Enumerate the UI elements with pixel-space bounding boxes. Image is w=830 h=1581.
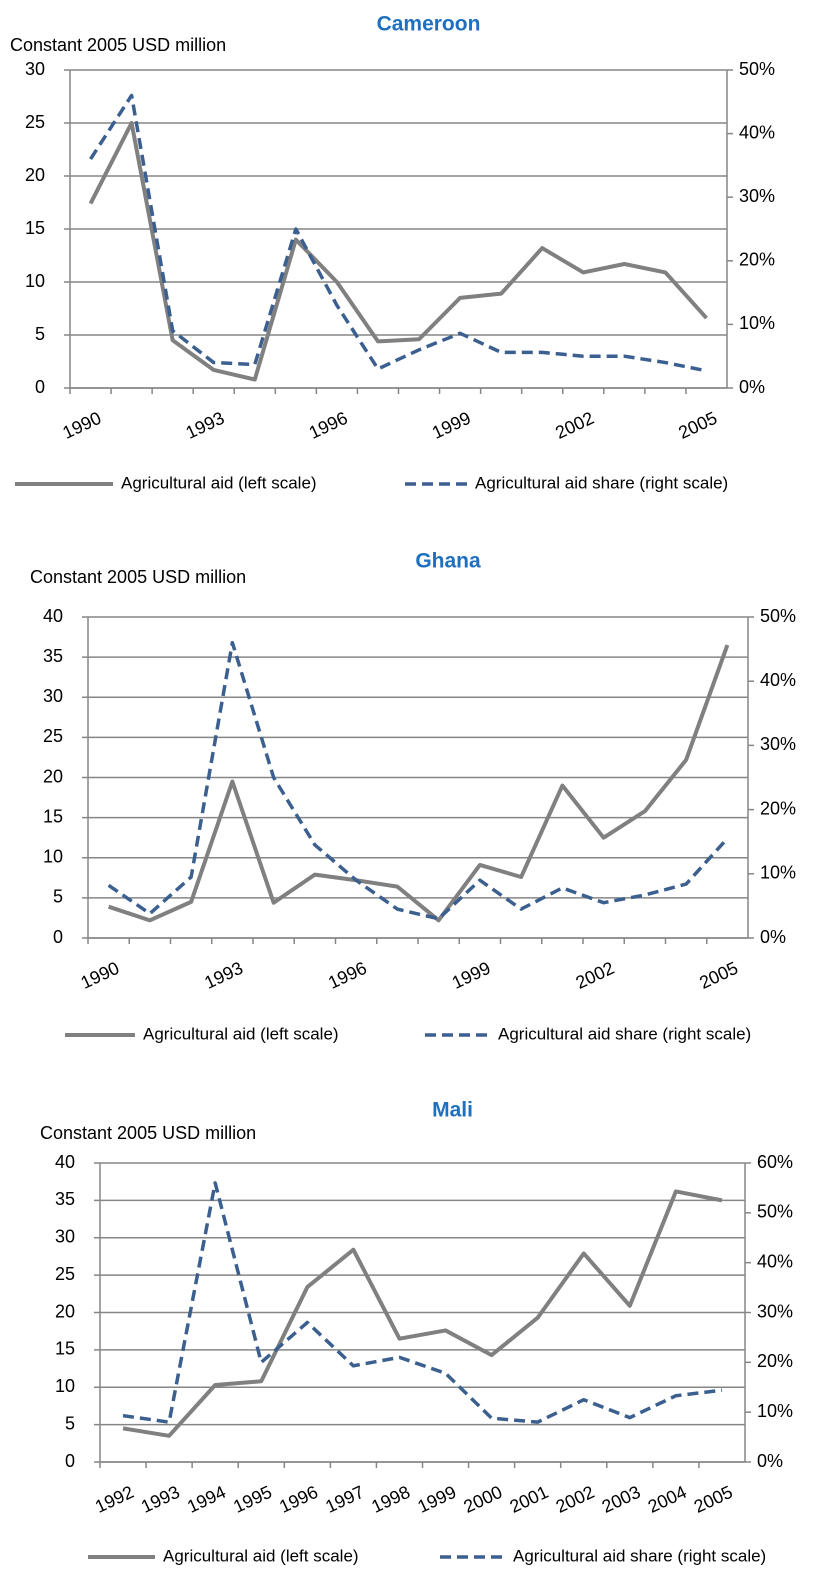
- y-tick-label: 15: [25, 218, 45, 238]
- y-tick-label: 10: [55, 1376, 75, 1396]
- y2-tick-label: 50%: [739, 59, 775, 79]
- y2-tick-label: 20%: [739, 250, 775, 270]
- y-tick-label: 10: [25, 271, 45, 291]
- y-tick-label: 40: [43, 606, 63, 626]
- x-tick-label: 1999: [414, 1482, 459, 1517]
- x-tick-label: 1993: [138, 1482, 183, 1517]
- y2-tick-label: 0%: [760, 927, 786, 947]
- y2-tick-label: 40%: [760, 670, 796, 690]
- series-line: [107, 640, 729, 921]
- y-axis-label: Constant 2005 USD million: [30, 567, 246, 587]
- series-line: [107, 644, 730, 923]
- y2-tick-label: 60%: [757, 1152, 793, 1172]
- y-tick-label: 25: [55, 1264, 75, 1284]
- y2-tick-label: 30%: [739, 186, 775, 206]
- y-tick-label: 0: [53, 927, 63, 947]
- series-line: [88, 121, 708, 382]
- x-tick-label: 1997: [322, 1482, 367, 1517]
- y-tick-label: 30: [43, 686, 63, 706]
- y-tick-label: 15: [43, 806, 63, 826]
- y-tick-label: 40: [55, 1152, 75, 1172]
- x-tick-label: 1994: [184, 1482, 229, 1517]
- x-tick-label: 2002: [552, 408, 597, 443]
- y-tick-label: 5: [53, 887, 63, 907]
- y-tick-label: 0: [35, 377, 45, 397]
- x-tick-label: 1992: [92, 1482, 137, 1517]
- x-tick-label: 2001: [507, 1482, 552, 1517]
- legend-label: Agricultural aid (left scale): [143, 1024, 339, 1043]
- y2-tick-label: 30%: [760, 734, 796, 754]
- y-tick-label: 5: [65, 1413, 75, 1433]
- legend-label: Agricultural aid share (right scale): [475, 473, 728, 492]
- x-tick-label: 1999: [449, 958, 494, 993]
- x-tick-label: 2004: [645, 1482, 690, 1517]
- x-tick-label: 2005: [691, 1482, 736, 1517]
- y2-tick-label: 40%: [757, 1251, 793, 1271]
- y2-tick-label: 10%: [757, 1401, 793, 1421]
- y2-tick-label: 20%: [760, 798, 796, 818]
- y-tick-label: 35: [43, 646, 63, 666]
- x-tick-label: 2005: [675, 408, 720, 443]
- legend-label: Agricultural aid (left scale): [163, 1546, 359, 1565]
- y2-tick-label: 10%: [760, 863, 796, 883]
- y-tick-label: 30: [55, 1227, 75, 1247]
- y2-tick-label: 0%: [739, 377, 765, 397]
- x-tick-label: 2000: [461, 1482, 506, 1517]
- y2-tick-label: 0%: [757, 1451, 783, 1471]
- y-tick-label: 25: [43, 726, 63, 746]
- x-tick-label: 1996: [306, 408, 351, 443]
- x-tick-label: 1990: [78, 958, 123, 993]
- series-line: [122, 1189, 723, 1438]
- x-tick-label: 1993: [201, 958, 246, 993]
- chart-title: Cameroon: [377, 13, 481, 36]
- x-tick-label: 1999: [429, 408, 474, 443]
- y-axis-label: Constant 2005 USD million: [40, 1123, 256, 1143]
- y-tick-label: 35: [55, 1189, 75, 1209]
- x-tick-label: 2005: [696, 958, 741, 993]
- y-tick-label: 5: [35, 324, 45, 344]
- x-tick-label: 1996: [325, 958, 370, 993]
- y-tick-label: 10: [43, 847, 63, 867]
- x-tick-label: 2002: [573, 958, 618, 993]
- y-tick-label: 15: [55, 1339, 75, 1359]
- y-tick-label: 20: [25, 165, 45, 185]
- legend-label: Agricultural aid share (right scale): [498, 1024, 751, 1043]
- x-tick-label: 1995: [230, 1482, 275, 1517]
- y-axis-label: Constant 2005 USD million: [10, 35, 226, 55]
- x-tick-label: 2002: [553, 1482, 598, 1517]
- y2-tick-label: 20%: [757, 1351, 793, 1371]
- legend-label: Agricultural aid share (right scale): [513, 1546, 766, 1565]
- y-tick-label: 20: [55, 1301, 75, 1321]
- y-tick-label: 30: [25, 59, 45, 79]
- x-tick-label: 1996: [276, 1482, 321, 1517]
- chart-title: Ghana: [415, 550, 481, 573]
- y2-tick-label: 50%: [757, 1202, 793, 1222]
- x-tick-label: 1990: [59, 408, 104, 443]
- x-tick-label: 2003: [599, 1482, 644, 1517]
- y2-tick-label: 10%: [739, 313, 775, 333]
- y-tick-label: 0: [65, 1451, 75, 1471]
- y2-tick-label: 40%: [739, 122, 775, 142]
- y-tick-label: 25: [25, 112, 45, 132]
- y2-tick-label: 50%: [760, 606, 796, 626]
- series-line: [89, 93, 707, 373]
- y-tick-label: 20: [43, 766, 63, 786]
- series-line: [122, 1181, 723, 1424]
- x-tick-label: 1993: [183, 408, 228, 443]
- y2-tick-label: 30%: [757, 1301, 793, 1321]
- chart-title: Mali: [432, 1099, 473, 1122]
- x-tick-label: 1998: [368, 1482, 413, 1517]
- legend-label: Agricultural aid (left scale): [121, 473, 317, 492]
